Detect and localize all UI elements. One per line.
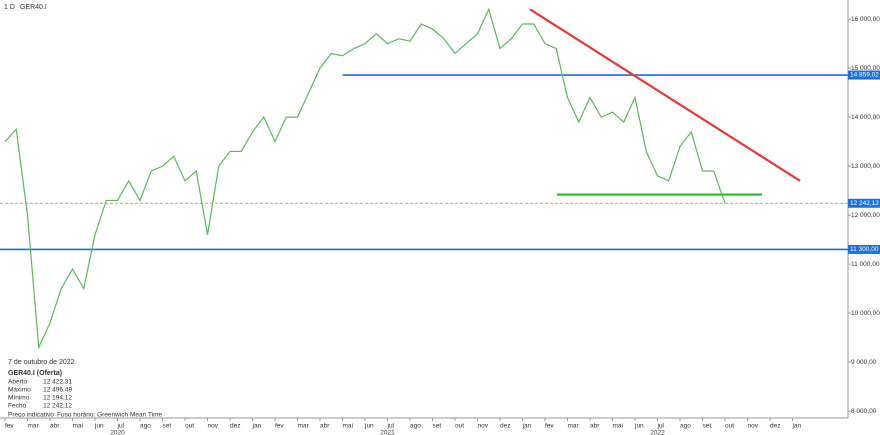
y-tick-label: 9 000,00	[851, 359, 877, 366]
level-label: 11 300,00	[850, 246, 879, 253]
x-tick-label: dez	[770, 423, 780, 430]
x-tick-label: mai	[343, 423, 353, 430]
level-label: 14 859,02	[850, 72, 879, 79]
x-tick-label: mar	[28, 423, 40, 430]
y-tick-label: 8 000,00	[851, 408, 877, 415]
info-date: 7 de outubro de 2022	[8, 359, 75, 366]
x-tick-label: jun	[634, 423, 644, 430]
level-label: 12 242,12	[850, 200, 879, 207]
x-tick-label: jul	[657, 423, 665, 430]
x-tick-label: set	[433, 423, 442, 430]
x-tick-label: abr	[590, 423, 600, 430]
info-label: Mínimo	[8, 395, 30, 402]
x-tick-label: mar	[568, 423, 580, 430]
x-tick-label: abr	[320, 423, 330, 430]
x-tick-label: nov	[748, 423, 759, 430]
x-tick-label: jan	[252, 423, 262, 430]
trendline	[529, 8, 801, 182]
footer: Preço indicativo	[8, 412, 54, 419]
x-tick-label: jul	[387, 423, 395, 430]
x-tick-label: ago	[680, 423, 691, 430]
x-tick-label: jun	[364, 423, 374, 430]
y-tick-label: 13 000,00	[851, 163, 880, 170]
info-value: 12 242,12	[43, 403, 72, 410]
info-instrument: GER40.I (Oferta)	[8, 370, 62, 377]
info-label: Aberto	[8, 379, 28, 386]
x-tick-label: nov	[208, 423, 219, 430]
year-label: 2020	[110, 430, 125, 435]
x-tick-label: fev	[275, 423, 284, 430]
y-tick-label: 10 000,00	[851, 310, 880, 317]
x-tick-label: out	[455, 423, 464, 430]
x-tick-label: dez	[500, 423, 510, 430]
symbol: GER40.I	[20, 4, 47, 11]
x-tick-label: mai	[73, 423, 83, 430]
period: 1 D	[4, 4, 15, 11]
x-tick-label: jan	[522, 423, 532, 430]
x-tick-label: abr	[50, 423, 60, 430]
x-tick-label: jan	[792, 423, 802, 430]
y-tick-label: 16 000,00	[851, 16, 880, 23]
level-box	[848, 244, 880, 254]
x-tick-label: set	[703, 423, 712, 430]
x-tick-label: set	[163, 423, 172, 430]
info-value: 12 422,31	[43, 379, 72, 386]
level-box	[848, 198, 880, 208]
y-tick-label: 14 000,00	[851, 114, 880, 121]
x-tick-label: ago	[410, 423, 421, 430]
info-value: 12 496,49	[43, 387, 72, 394]
level-box	[848, 70, 880, 80]
info-label: Máximo	[8, 387, 31, 394]
x-tick-label: ago	[140, 423, 151, 430]
x-tick-label: mai	[613, 423, 623, 430]
x-tick-label: out	[725, 423, 734, 430]
x-tick-label: fev	[5, 423, 14, 430]
y-tick-label: 12 000,00	[851, 212, 880, 219]
x-tick-label: nov	[478, 423, 489, 430]
x-tick-label: dez	[230, 423, 240, 430]
x-tick-label: mar	[298, 423, 310, 430]
info-value: 12 194,12	[43, 395, 72, 402]
y-tick-label: 15 000,00	[851, 65, 880, 72]
x-tick-label: out	[185, 423, 194, 430]
x-tick-label: jun	[94, 423, 104, 430]
footer: Fuso horário: Greenwich Mean Time	[57, 412, 163, 419]
price-line	[4, 7, 726, 350]
info-label: Fecho	[8, 403, 26, 410]
y-tick-label: 11 000,00	[851, 261, 880, 268]
x-tick-label: fev	[545, 423, 554, 430]
year-label: 2021	[380, 430, 395, 435]
x-tick-label: jul	[117, 423, 125, 430]
year-label: 2022	[650, 430, 665, 435]
